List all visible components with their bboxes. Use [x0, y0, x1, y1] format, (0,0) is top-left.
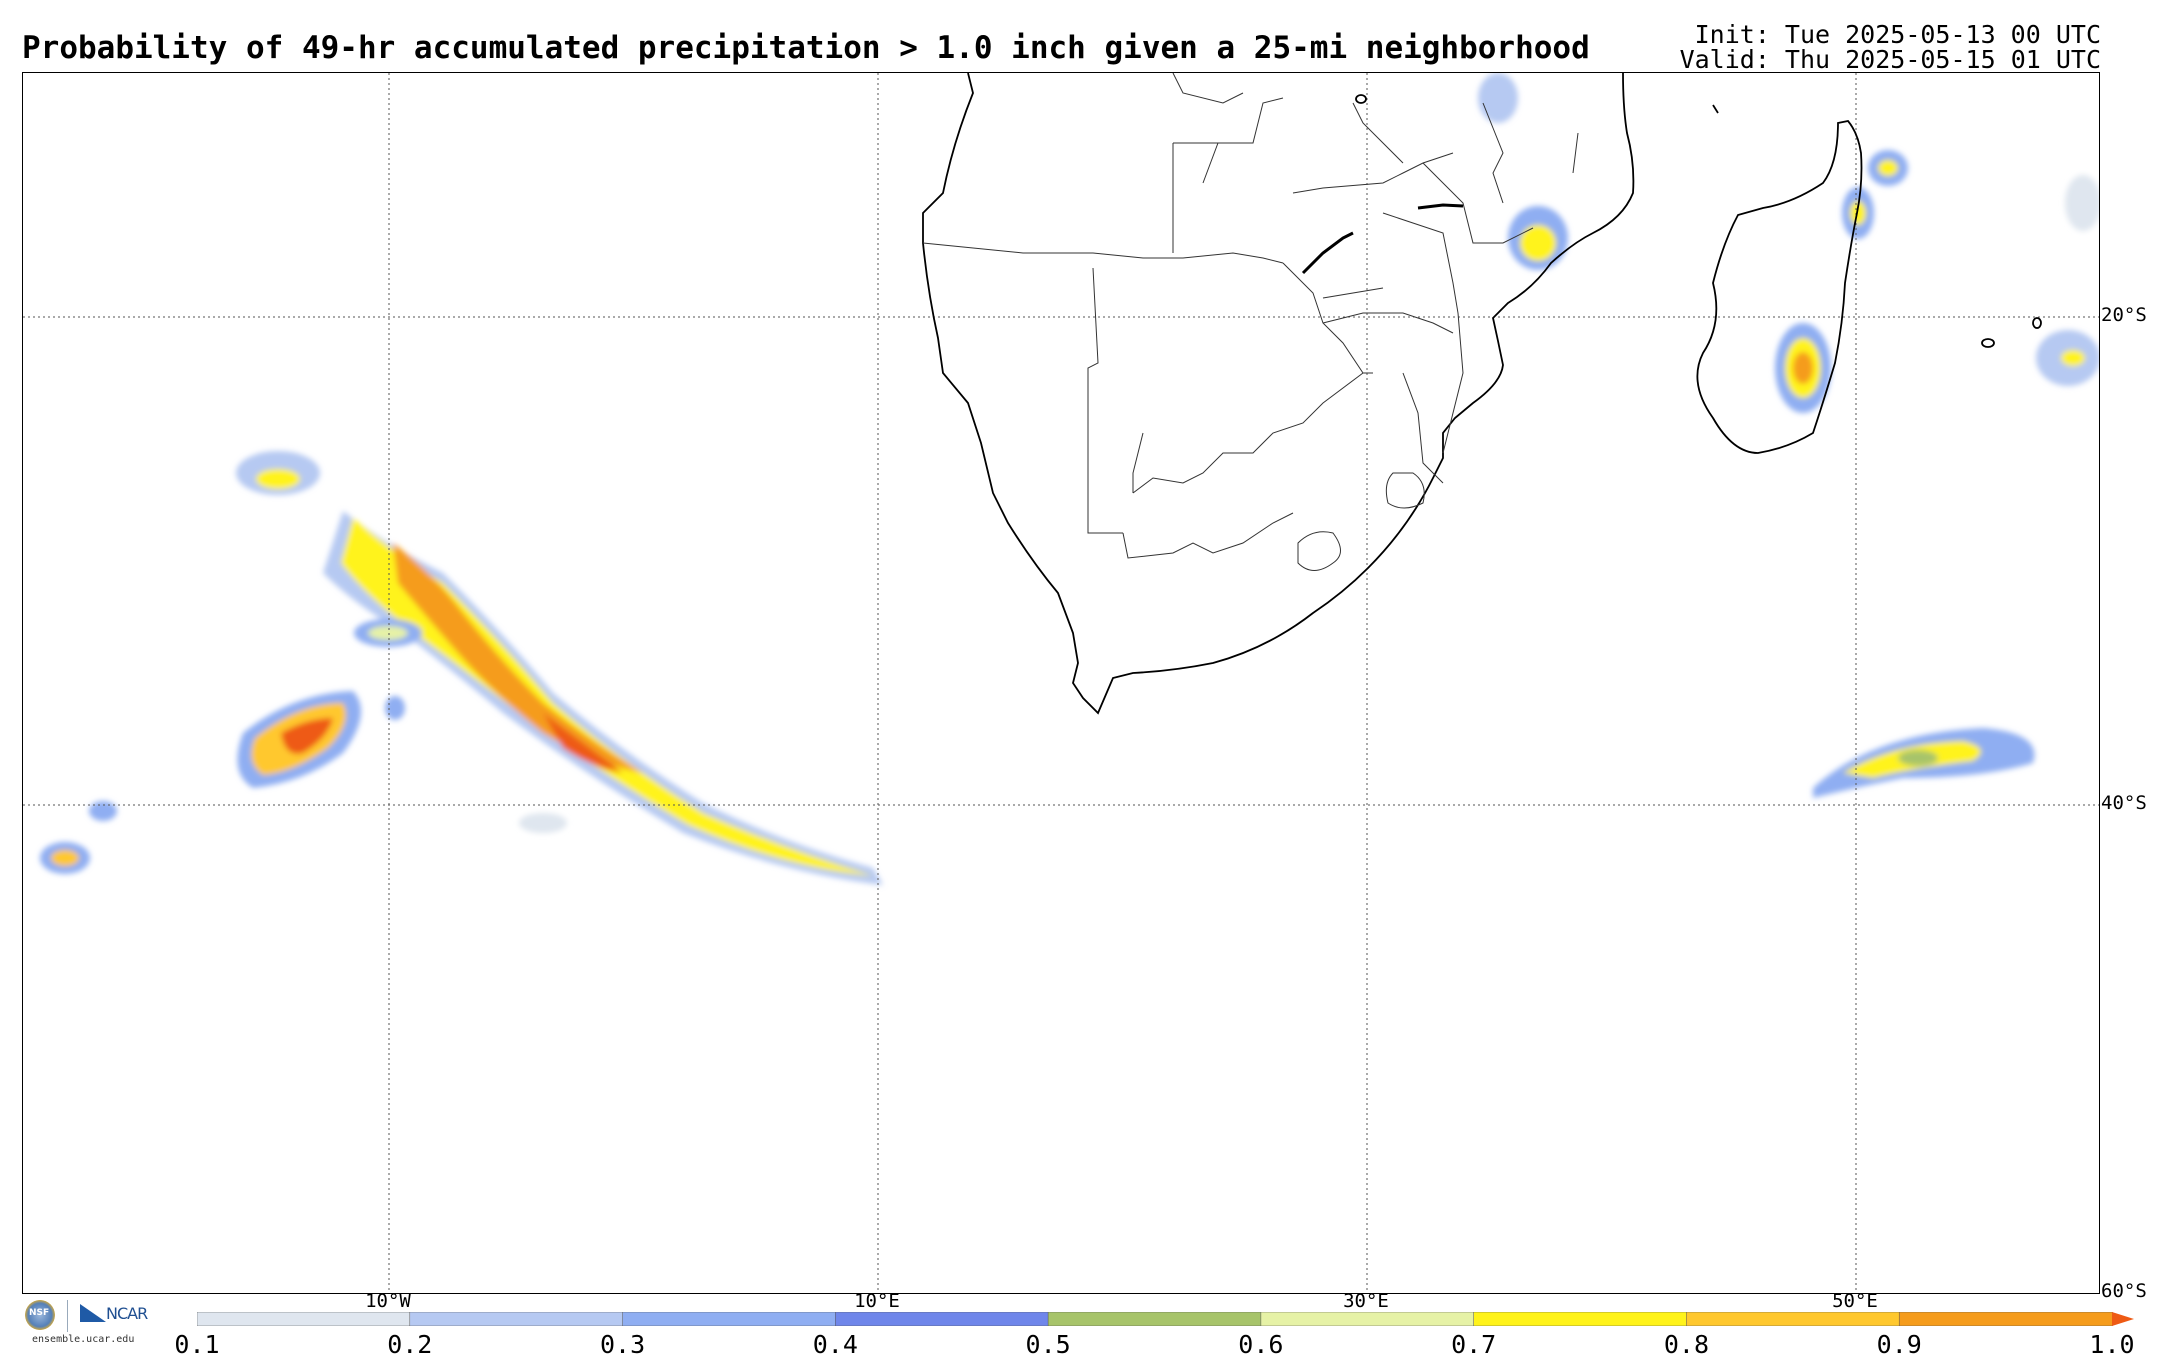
colorbar-segment: [1898, 1312, 2113, 1326]
lon-label-10w: 10°W: [365, 1290, 411, 1312]
precip-lonely-blob: [519, 813, 567, 833]
colorbar-segment: [835, 1312, 1049, 1326]
precip-small-blob: [385, 696, 405, 720]
coast-africa: [922, 73, 1635, 715]
colorbar-segment: [1473, 1312, 1688, 1326]
precip-madagascar-e-core: [1793, 352, 1813, 384]
precip-southeast-core: [1898, 750, 1938, 766]
precip-sw-blob-core: [51, 850, 79, 866]
nsf-logo: [25, 1300, 55, 1330]
precip-shading: [40, 73, 2099, 885]
nsf-logo-text: NSF: [29, 1308, 50, 1318]
precip-mozambique-core: [1520, 225, 1556, 261]
country-borders: [922, 73, 1579, 571]
colorbar-segment: [1260, 1312, 1475, 1326]
colorbar-segment: [409, 1312, 624, 1326]
lake-2: [1417, 203, 1464, 210]
graticule: [23, 73, 2099, 1293]
run-times: Init: Tue 2025-05-13 00 UTC Valid: Thu 2…: [1680, 22, 2101, 72]
colorbar-tick-label: 0.8: [1663, 1330, 1710, 1359]
precip-ne-blob-core: [1878, 160, 1898, 176]
coast-island-2: [2032, 317, 2042, 329]
colorbar-extend-arrow: [2112, 1312, 2134, 1326]
colorbar-segment: [1686, 1312, 1900, 1326]
precip-nw-blob-core: [256, 469, 300, 489]
logo-divider: [67, 1300, 68, 1332]
colorbar-tick-label: 0.5: [1025, 1330, 1071, 1359]
coast-madagascar: [1696, 120, 1863, 454]
precip-far-east-n: [2065, 175, 2099, 231]
lon-label-30e: 30°E: [1343, 1290, 1389, 1312]
colorbar-tick-label: 0.9: [1876, 1330, 1922, 1359]
colorbar-segment: [1047, 1312, 1262, 1326]
colorbar-tick-label: 1.0: [2089, 1330, 2135, 1359]
precip-west-core: [281, 718, 333, 754]
lat-label-20s: 20°S: [2101, 304, 2147, 326]
precip-mid-blob-core: [368, 626, 408, 640]
lon-label-10e: 10°E: [854, 1290, 900, 1312]
lon-label-50e: 50°E: [1832, 1290, 1878, 1312]
precip-sw-blob2: [89, 801, 117, 821]
colorbar: [197, 1312, 2134, 1326]
logos: NSF NCAR ensemble.ucar.edu: [22, 1298, 157, 1348]
map-title: Probability of 49-hr accumulated precipi…: [22, 30, 1590, 66]
colorbar-tick-label: 0.4: [812, 1330, 858, 1359]
colorbar-segment: [622, 1312, 837, 1326]
coast-comoros: [1712, 104, 1719, 114]
map-panel[interactable]: [22, 72, 2100, 1294]
lat-label-60s: 60°S: [2101, 1280, 2147, 1302]
coast-island-1: [1981, 338, 1995, 348]
map-canvas: [23, 73, 2099, 1293]
colorbar-tick-label: 0.3: [599, 1330, 646, 1359]
precip-band-main-mid: [341, 518, 873, 876]
lake: [1301, 231, 1354, 275]
lat-label-40s: 40°S: [2101, 792, 2147, 814]
precip-far-east-core: [2061, 350, 2085, 366]
valid-time: Valid: Thu 2025-05-15 01 UTC: [1679, 45, 2101, 74]
ncar-logo-mark: [80, 1304, 106, 1322]
colorbar-tick-label: 0.7: [1451, 1330, 1497, 1359]
precip-malawi: [1478, 73, 1518, 123]
colorbar-segment: [197, 1312, 411, 1326]
precip-madagascar-n-core: [1850, 201, 1866, 225]
precip-band-main-core: [393, 543, 643, 773]
site-url: ensemble.ucar.edu: [32, 1334, 135, 1345]
coast-island-3: [1355, 94, 1367, 104]
ncar-logo-text: NCAR: [106, 1304, 148, 1323]
colorbar-tick-label: 0.2: [387, 1330, 433, 1359]
coastlines: [922, 73, 2042, 715]
init-time: Init: Tue 2025-05-13 00 UTC: [1694, 20, 2101, 49]
colorbar-tick-label: 0.6: [1238, 1330, 1284, 1359]
colorbar-tick-label: 0.1: [174, 1330, 220, 1359]
precip-band-main-core2: [543, 713, 623, 773]
